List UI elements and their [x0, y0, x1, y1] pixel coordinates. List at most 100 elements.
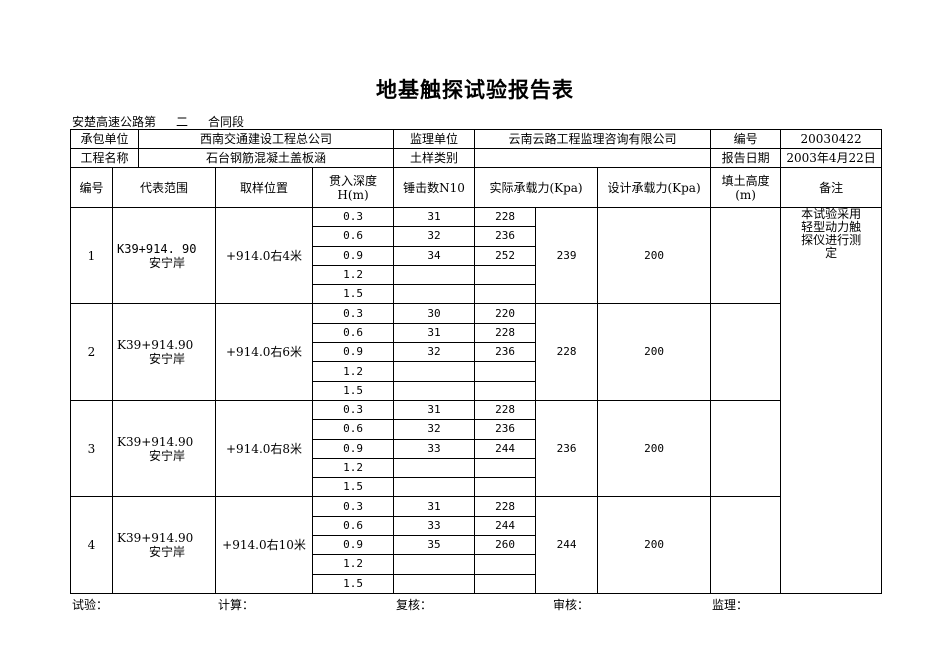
contract-section-line: 安楚高速公路第二合同段	[72, 113, 244, 130]
group-range: K39+914. 90 安宁岸	[111, 206, 217, 305]
header-actual: 实际承载力(Kpa)	[474, 167, 599, 208]
actual-cell: 260	[474, 535, 537, 556]
subline-suffix: 合同段	[208, 115, 245, 129]
depth-cell: 1.2	[312, 361, 395, 382]
actual-cell	[474, 573, 537, 594]
header-blows: 锤击数N10	[393, 167, 476, 208]
range-stake: K39+914.90	[117, 434, 194, 449]
actual-cell: 228	[474, 399, 537, 421]
group-no: 2	[70, 303, 113, 401]
actual-cell	[474, 477, 537, 498]
range-side: 安宁岸	[149, 255, 186, 270]
depth-cell: 0.6	[312, 322, 395, 344]
actual-cell: 236	[474, 419, 537, 440]
group-no: 3	[70, 399, 113, 498]
depth-cell: 0.3	[312, 399, 395, 421]
depth-cell: 0.9	[312, 535, 395, 556]
depth-cell: 0.9	[312, 342, 395, 363]
soil-value	[474, 148, 712, 168]
blows-cell	[393, 361, 476, 382]
fill-height	[710, 496, 782, 594]
group-no: 4	[70, 496, 113, 594]
footer-audit: 审核：	[553, 598, 590, 612]
group-range: K39+914.90 安宁岸	[111, 399, 217, 498]
date-value: 2003年4月22日	[780, 148, 883, 168]
header-remark: 备注	[780, 167, 883, 208]
depth-cell: 0.9	[312, 438, 395, 459]
sample-position: +914.0右10米	[215, 496, 314, 594]
footer-calc: 计算：	[218, 598, 255, 612]
range-side: 安宁岸	[149, 448, 186, 463]
blows-cell: 31	[393, 322, 476, 344]
supervisor-label: 监理单位	[393, 129, 476, 149]
blows-cell: 33	[393, 515, 476, 537]
depth-cell: 1.2	[312, 554, 395, 575]
table-row: 2 K39+914.90 安宁岸 +914.0右6米 0.3 30 220 228 200	[70, 303, 882, 401]
blows-cell: 32	[393, 226, 476, 247]
range-stake: K39+914.90	[117, 338, 194, 353]
page-title: 地基触探试验报告表	[376, 77, 574, 102]
report-table: 承包单位 西南交通建设工程总公司 监理单位 云南云路工程监理咨询有限公司 编号 …	[69, 129, 883, 594]
contractor-label: 承包单位	[69, 129, 140, 149]
design-capacity: 200	[597, 303, 712, 401]
table-row: 1.2	[71, 554, 882, 575]
remark-cell: 本试验采用轻型动力触探仪进行测定	[780, 207, 883, 594]
blows-cell	[393, 554, 476, 575]
range-side: 安宁岸	[149, 545, 186, 560]
group-no: 1	[70, 206, 113, 305]
header-fill: 填土高度(m)	[710, 167, 782, 208]
blows-cell	[393, 457, 476, 479]
table-row: 0.9 35 260	[71, 535, 882, 556]
actual-cell: 244	[474, 515, 537, 537]
section-number: 二	[156, 116, 209, 130]
footer-supervise: 监理：	[712, 598, 749, 612]
table-row: 1.5	[71, 380, 882, 401]
table-row: 4 K39+914.90 安宁岸 +914.0右10米 0.3 31 228 244 200	[70, 496, 882, 594]
actual-cell: 236	[474, 342, 537, 363]
actual-cell: 220	[474, 303, 537, 324]
group-range: K39+914.90 安宁岸	[111, 496, 217, 594]
table-row: 1 K39+914. 90 安宁岸 +914.0右4米 0.3 31 228 239 200 本试…	[70, 206, 883, 594]
depth-cell: 0.3	[312, 206, 395, 228]
header-range: 代表范围	[111, 167, 217, 208]
depth-cell: 0.3	[312, 496, 395, 517]
supervisor-value: 云南云路工程监理咨询有限公司	[474, 129, 712, 149]
table-row: 1.5	[71, 477, 882, 498]
contractor-value: 西南交通建设工程总公司	[138, 129, 395, 149]
table-row: 3 K39+914.90 安宁岸 +914.0右8米 0.3 31 228 236 200	[70, 399, 882, 498]
range-stake: K39+914. 90	[117, 241, 197, 256]
depth-cell: 1.5	[312, 573, 395, 594]
fill-height	[710, 399, 782, 498]
depth-cell: 1.5	[312, 284, 395, 305]
depth-cell: 0.6	[312, 226, 395, 247]
actual-cell: 228	[474, 496, 537, 517]
actual-cell	[474, 284, 537, 305]
table-row: 1.2	[71, 361, 882, 382]
table-row: 0.6 33 244	[71, 515, 882, 537]
column-header-row: 编号 代表范围 取样位置 贯入深度H(m) 锤击数N10 实际承载力(Kpa) …	[70, 167, 883, 208]
number-value: 20030422	[780, 129, 883, 149]
table-row: 0.6 32 236	[71, 419, 882, 440]
blows-cell: 31	[393, 496, 476, 517]
sample-position: +914.0右8米	[215, 399, 314, 498]
blows-cell	[393, 264, 476, 286]
table-row: 1.5	[71, 284, 882, 305]
actual-average: 228	[535, 303, 599, 401]
depth-cell: 0.3	[312, 303, 395, 324]
actual-cell: 236	[474, 226, 537, 247]
actual-cell	[474, 361, 537, 382]
sample-position: +914.0右4米	[215, 206, 314, 305]
group-range: K39+914.90 安宁岸	[111, 303, 217, 401]
actual-cell: 228	[474, 322, 537, 344]
blows-cell	[393, 284, 476, 305]
table-row: 0.6 31 228	[71, 322, 882, 344]
number-label: 编号	[710, 129, 782, 149]
depth-cell: 0.6	[312, 515, 395, 537]
blows-cell	[393, 380, 476, 401]
actual-cell: 244	[474, 438, 537, 459]
table-row: 1.2	[71, 457, 882, 479]
blows-cell: 34	[393, 245, 476, 266]
blows-cell: 35	[393, 535, 476, 556]
soil-label: 土样类别	[393, 148, 476, 168]
table-row: 1.5	[71, 573, 882, 594]
